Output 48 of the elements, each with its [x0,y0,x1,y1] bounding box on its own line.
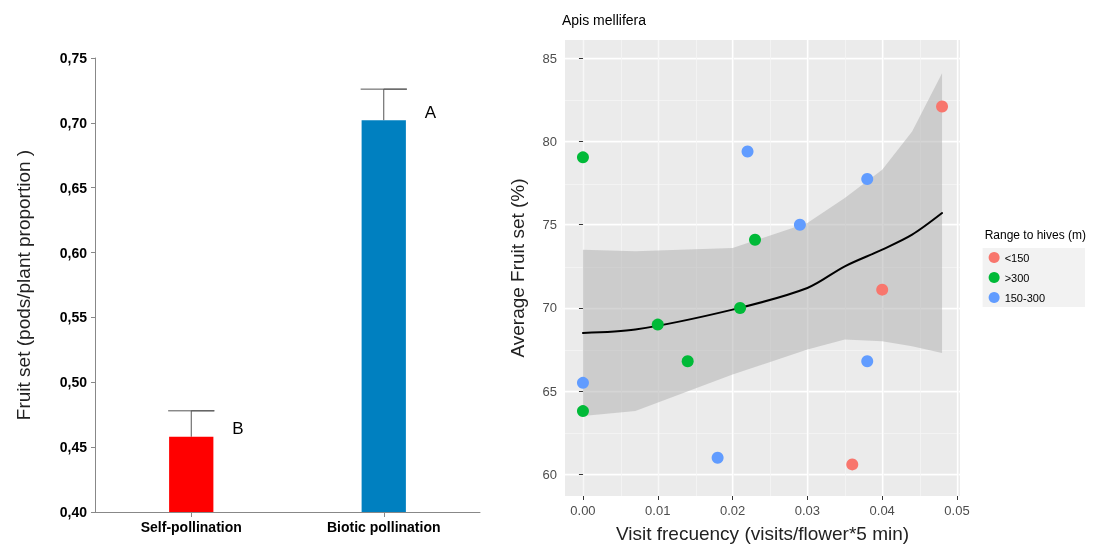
point [734,301,747,314]
annotation: B [232,419,244,439]
y-tick-label: 0,50 [59,374,88,391]
point [681,355,694,368]
y-tick-label: 0,75 [59,50,88,66]
point [861,172,874,185]
x-tick-label: 0.04 [869,503,895,518]
point [576,151,589,164]
point [793,218,806,231]
point [741,145,754,158]
legend-label: >300 [1004,271,1030,284]
y-axis-title: Average Fruit set (%) [507,178,528,358]
annotation: A [424,102,437,122]
legend-title: Range to hives (m) [984,228,1086,242]
y-tick-label: 85 [542,50,557,66]
legend-label: 150-300 [1004,291,1046,304]
point [846,458,859,471]
point [749,233,762,246]
point [576,376,589,389]
line-series [581,212,944,334]
legend-label: <150 [1004,251,1030,264]
x-axis-title: Visit frecuency (visits/flower*5 min) [615,523,910,544]
y-axis-title: Fruit set (pods/plant proportion ) [13,149,34,421]
x-tick-label: 0.01 [645,503,671,518]
chart-title: Apis mellifera [562,12,647,28]
point [651,318,664,331]
y-tick-label: 70 [542,300,557,316]
y-tick-label: 0,45 [59,439,88,456]
x-tick-label: 0.00 [570,503,596,518]
x-tick-label: Self-pollination [140,519,242,535]
x-tick-label: 0.03 [794,503,821,518]
y-tick-label: 75 [542,217,557,233]
y-tick-label: 60 [542,466,557,482]
y-tick-label: 65 [542,383,557,399]
x-tick-label: 0.05 [944,503,970,518]
x-tick-label: 0.02 [719,503,746,518]
point [861,355,874,368]
y-tick-label: 0,55 [59,309,88,326]
point [576,405,589,418]
y-tick-label: 0,65 [59,179,88,196]
y-tick-label: 80 [542,134,557,150]
point [711,451,724,464]
point [876,283,889,296]
point [936,100,949,113]
y-tick-label: 0,40 [59,504,88,520]
y-tick-label: 0,70 [59,114,88,131]
y-tick-label: 0,60 [59,244,88,261]
x-tick-label: Biotic pollination [326,519,441,535]
